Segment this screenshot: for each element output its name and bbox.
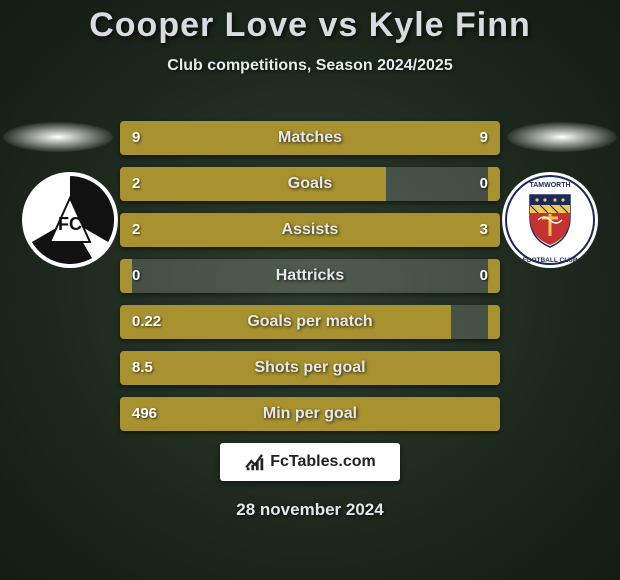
metric-right-fill bbox=[488, 259, 500, 293]
metric-left-value: 9 bbox=[132, 129, 140, 146]
metric-left-value: 2 bbox=[132, 175, 140, 192]
metric-right-fill bbox=[488, 167, 500, 201]
brand-badge[interactable]: FcTables.com bbox=[220, 443, 400, 481]
svg-text:FOOTBALL CLUB: FOOTBALL CLUB bbox=[522, 257, 577, 264]
metric-right-fill bbox=[488, 351, 500, 385]
svg-text:TAMWORTH: TAMWORTH bbox=[529, 182, 570, 189]
spotlight-right bbox=[507, 122, 617, 152]
metric-left-value: 0.22 bbox=[132, 313, 161, 330]
metric-left-fill bbox=[120, 397, 500, 431]
page-title: Cooper Love vs Kyle Finn bbox=[0, 0, 620, 45]
metric-right-fill bbox=[272, 213, 500, 247]
metric-row: 0.22Goals per match bbox=[120, 305, 500, 339]
metric-left-fill bbox=[120, 351, 500, 385]
metric-left-value: 496 bbox=[132, 405, 157, 422]
metric-left-fill bbox=[120, 167, 386, 201]
spotlight-left bbox=[3, 122, 113, 152]
subtitle: Club competitions, Season 2024/2025 bbox=[0, 57, 620, 75]
metric-right-value: 0 bbox=[480, 267, 488, 284]
club-badge-left: FC bbox=[20, 170, 120, 270]
metric-row: 20Goals bbox=[120, 167, 500, 201]
date-label: 28 november 2024 bbox=[0, 500, 620, 520]
metric-row: 496Min per goal bbox=[120, 397, 500, 431]
club-badge-right: TAMWORTH FOOTBALL CLUB bbox=[500, 170, 600, 270]
metric-label: Hattricks bbox=[120, 267, 500, 285]
svg-text:FC: FC bbox=[58, 214, 82, 234]
metric-left-value: 2 bbox=[132, 221, 140, 238]
metric-row: 99Matches bbox=[120, 121, 500, 155]
comparison-card: Cooper Love vs Kyle Finn Club competitio… bbox=[0, 0, 620, 580]
metric-left-fill bbox=[120, 305, 451, 339]
metric-right-fill bbox=[488, 397, 500, 431]
metric-left-fill bbox=[120, 121, 310, 155]
metric-row: 0 0Hattricks bbox=[120, 259, 500, 293]
metric-row: 23Assists bbox=[120, 213, 500, 247]
metric-left-value: 0 bbox=[132, 267, 140, 284]
metric-right-value: 9 bbox=[480, 129, 488, 146]
metric-row: 8.5Shots per goal bbox=[120, 351, 500, 385]
brand-chart-icon bbox=[244, 451, 266, 473]
metric-left-fill bbox=[120, 213, 272, 247]
metric-left-value: 8.5 bbox=[132, 359, 153, 376]
metric-right-value: 0 bbox=[480, 175, 488, 192]
brand-text: FcTables.com bbox=[270, 453, 376, 471]
metric-right-value: 3 bbox=[480, 221, 488, 238]
metric-right-fill bbox=[310, 121, 500, 155]
metrics-container: 99Matches20Goals23Assists00Hattricks0.22… bbox=[120, 121, 500, 443]
metric-right-fill bbox=[488, 305, 500, 339]
metric-left-fill bbox=[120, 259, 132, 293]
